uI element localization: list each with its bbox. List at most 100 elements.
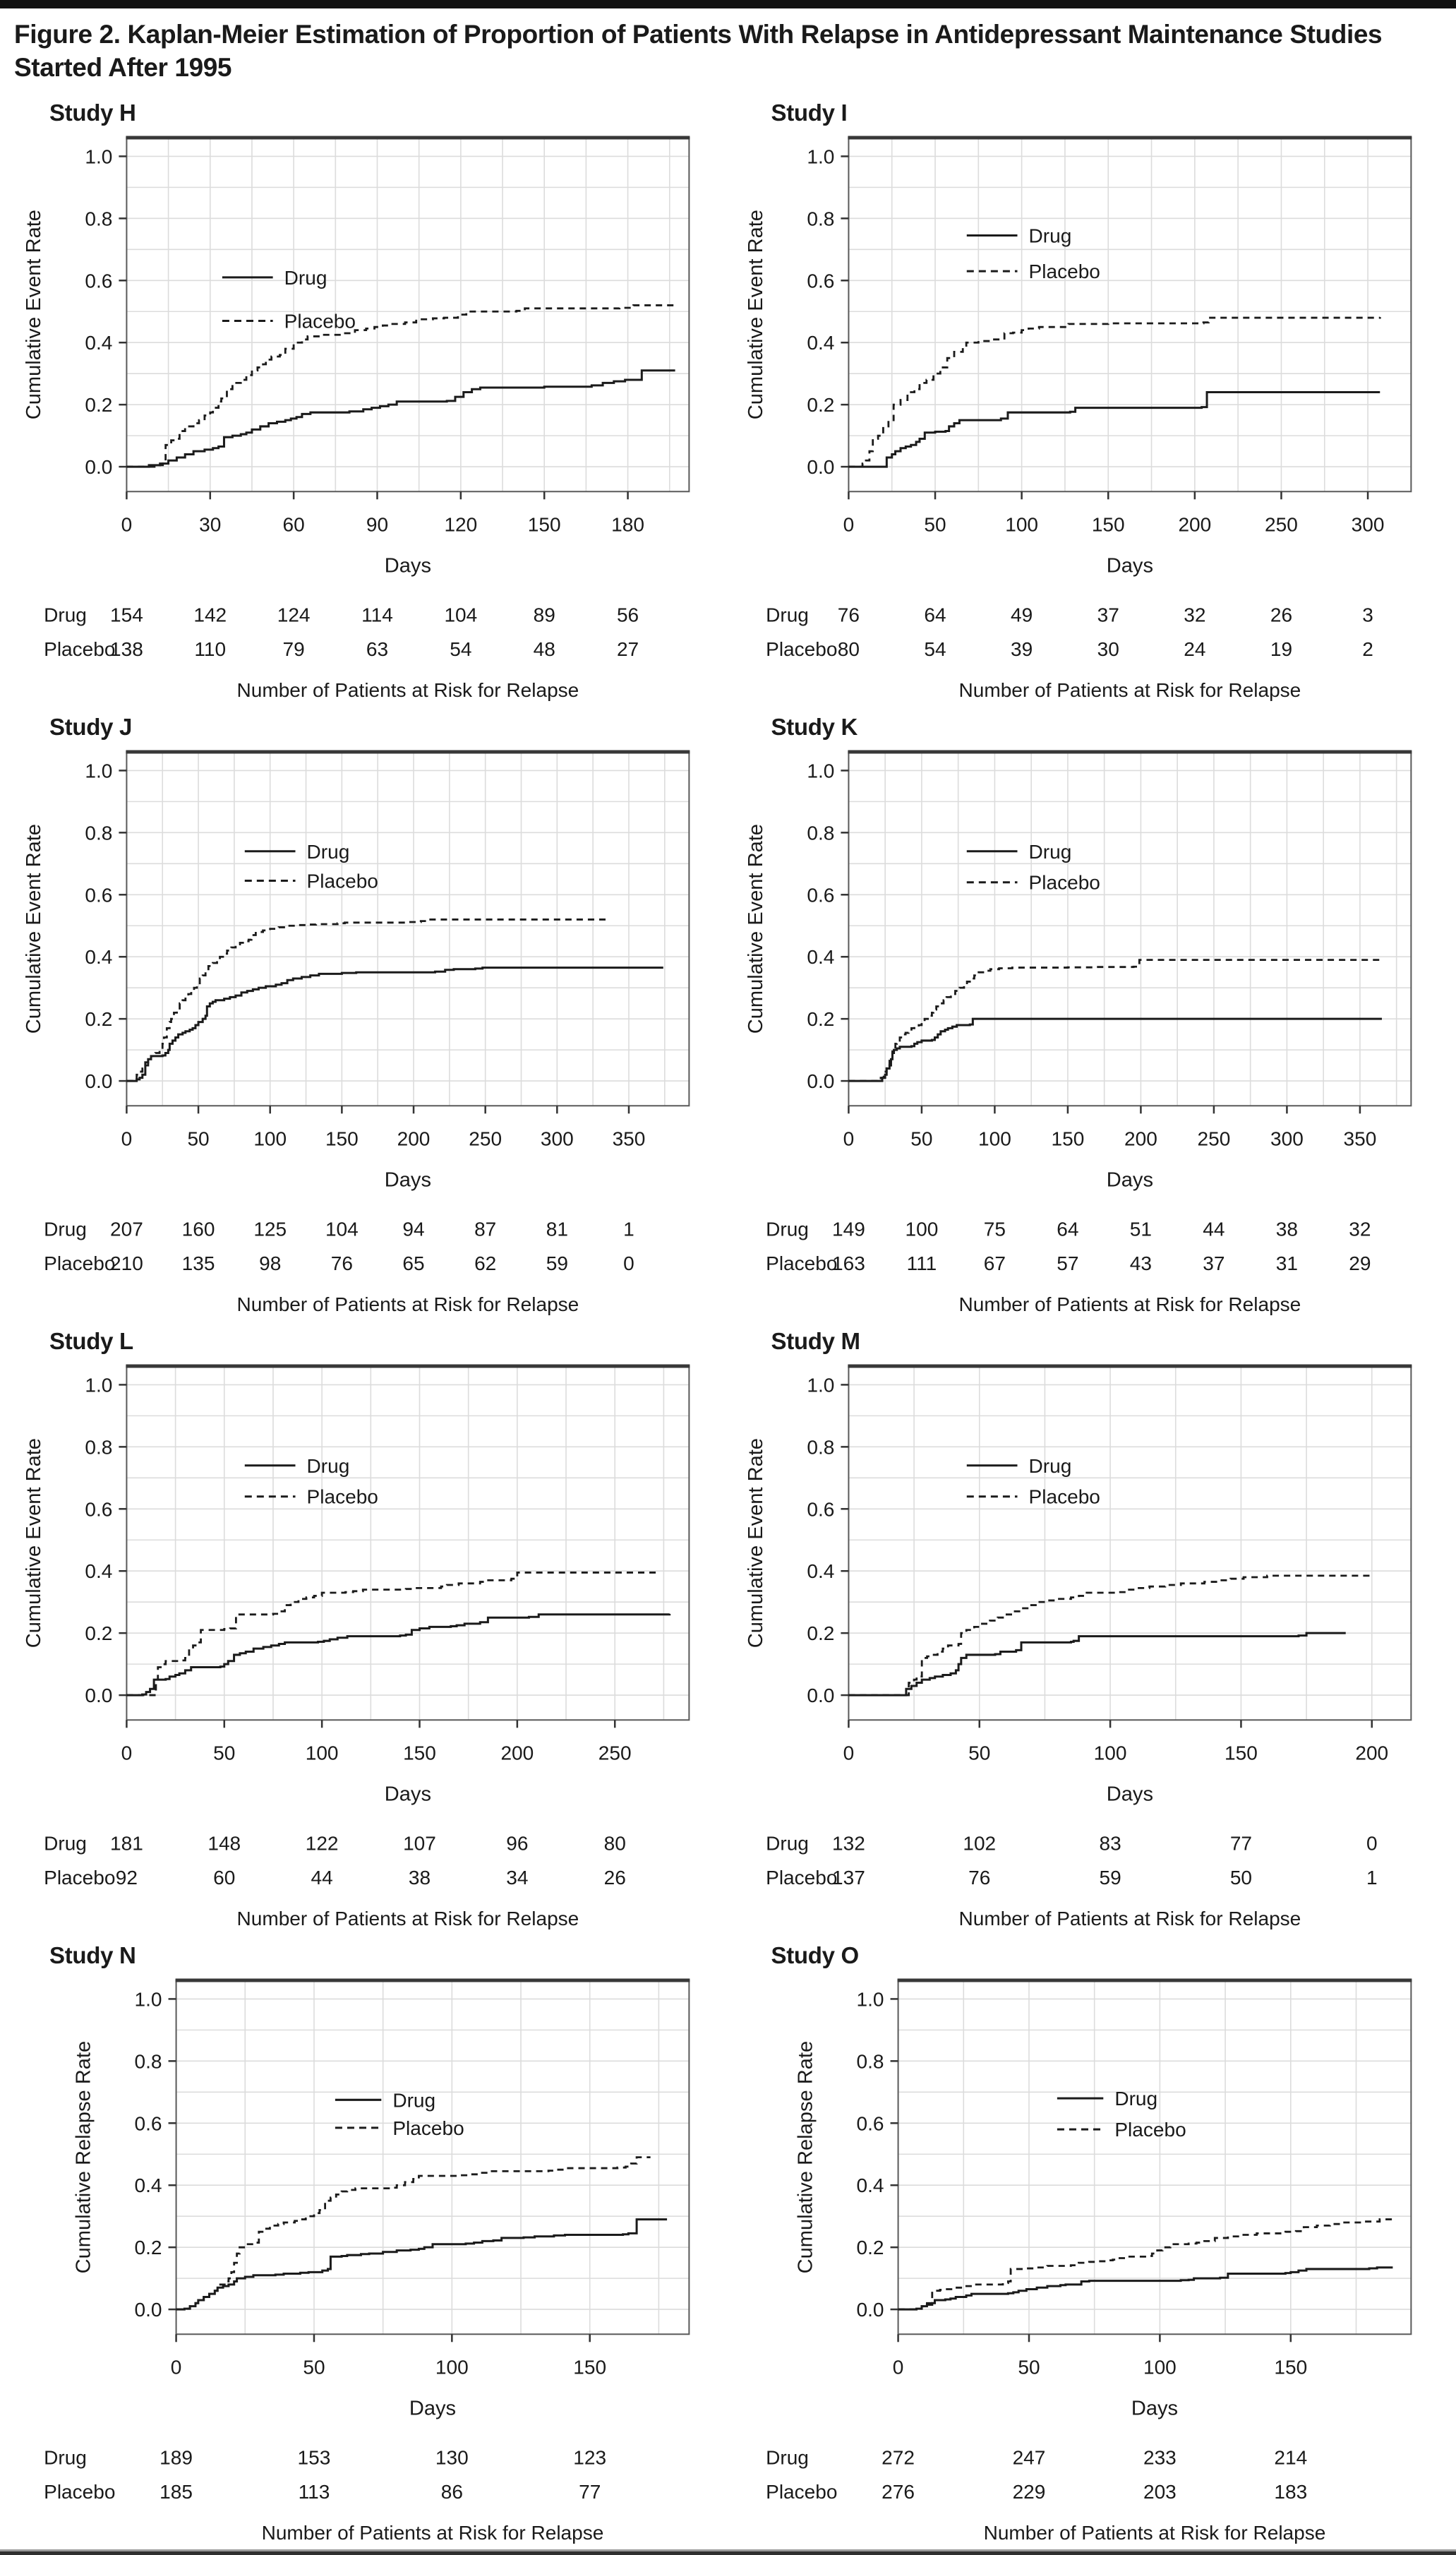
y-tick-label: 0.0 <box>135 2299 162 2321</box>
x-tick-label: 300 <box>541 1128 574 1150</box>
y-tick-label: 0.4 <box>85 946 112 968</box>
at-risk-value: 203 <box>1143 2481 1176 2503</box>
at-risk-value: 104 <box>444 604 477 626</box>
drug-curve <box>848 1017 1382 1082</box>
x-tick-label: 50 <box>924 514 946 536</box>
x-tick-label: 0 <box>121 1128 133 1150</box>
y-tick-label: 0.2 <box>85 1008 112 1030</box>
km-chart-study-l: 0 50 100 150 200 250 0.0 0.2 0.4 0.6 0.8 1.0 Days Cum… <box>23 1364 690 1929</box>
at-risk-value: 183 <box>1274 2481 1307 2503</box>
at-risk-value: 59 <box>1099 1867 1121 1889</box>
x-tick-label: 150 <box>325 1128 359 1150</box>
y-tick-label: 0.4 <box>807 946 834 968</box>
at-risk-value: 50 <box>1229 1867 1251 1889</box>
at-risk-value: 57 <box>1057 1252 1078 1274</box>
y-axis-label: Cumulative Relapse Rate <box>794 2041 817 2274</box>
at-risk-row-label: Drug <box>44 604 87 626</box>
at-risk-value: 113 <box>299 2481 330 2503</box>
at-risk-row-label: Placebo <box>44 1252 115 1274</box>
x-tick-label: 0 <box>843 1742 854 1764</box>
at-risk-value: 27 <box>617 638 639 660</box>
x-axis-label: Days <box>1106 1783 1153 1806</box>
y-tick-label: 0.4 <box>85 1560 112 1582</box>
study-title: Study I <box>771 100 848 126</box>
x-tick-label: 30 <box>199 514 221 536</box>
x-tick-label: 250 <box>1265 514 1298 536</box>
at-risk-value: 185 <box>160 2481 193 2503</box>
at-risk-value: 1 <box>1366 1867 1377 1889</box>
km-chart-study-m: 0 50 100 150 2000.00.20.40.60.81.0DaysCumula… <box>745 1364 1412 1929</box>
at-risk-value: 110 <box>194 638 226 660</box>
placebo-curve <box>898 2218 1392 2311</box>
at-risk-value: 48 <box>534 638 555 660</box>
km-chart-study-i: 0 50 100 150 200 250 300 0.0 0.2 0.4 0.6 0.8 1.0 Days… <box>745 136 1412 701</box>
at-risk-value: 92 <box>116 1867 138 1889</box>
at-risk-value: 24 <box>1184 638 1205 660</box>
at-risk-value: 100 <box>905 1219 938 1240</box>
x-axis-label: Days <box>385 555 431 578</box>
at-risk-caption: Number of Patients at Risk for Relapse <box>958 679 1301 701</box>
x-tick-label: 300 <box>1351 514 1384 536</box>
legend-drug-label: Drug <box>307 1455 350 1477</box>
placebo-curve <box>126 304 675 468</box>
placebo-curve <box>126 919 609 1082</box>
x-tick-label: 150 <box>1274 2357 1307 2379</box>
at-risk-value: 44 <box>1203 1219 1225 1240</box>
x-tick-label: 90 <box>366 514 388 536</box>
x-tick-label: 100 <box>306 1742 339 1764</box>
plot-frame <box>126 137 690 493</box>
x-tick-label: 100 <box>1143 2357 1176 2379</box>
y-tick-label: 0.0 <box>856 2299 884 2321</box>
at-risk-caption: Number of Patients at Risk for Relapse <box>236 1293 579 1315</box>
y-tick-label: 0.0 <box>85 456 112 478</box>
at-risk-value: 76 <box>968 1867 990 1889</box>
at-risk-value: 77 <box>579 2481 601 2503</box>
at-risk-row-label: Drug <box>766 1219 809 1240</box>
at-risk-value: 210 <box>110 1252 143 1274</box>
legend-placebo-label: Placebo <box>1114 2119 1186 2141</box>
at-risk-value: 34 <box>506 1867 528 1889</box>
at-risk-value: 130 <box>435 2447 469 2469</box>
at-risk-value: 233 <box>1143 2447 1176 2469</box>
x-tick-label: 0 <box>843 514 854 536</box>
at-risk-value: 37 <box>1203 1252 1225 1274</box>
at-risk-value: 181 <box>110 1833 143 1855</box>
placebo-curve <box>848 316 1381 468</box>
x-tick-label: 350 <box>1343 1128 1376 1150</box>
y-axis-label: Cumulative Event Rate <box>745 210 767 419</box>
at-risk-row-label: Drug <box>44 2447 87 2469</box>
legend-drug-label: Drug <box>1028 225 1071 247</box>
legend-placebo-label: Placebo <box>284 311 356 333</box>
y-tick-label: 0.8 <box>807 822 834 844</box>
legend-placebo-label: Placebo <box>1028 261 1100 282</box>
at-risk-value: 32 <box>1349 1219 1371 1240</box>
x-tick-label: 150 <box>403 1742 436 1764</box>
at-risk-row-label: Placebo <box>766 1867 837 1889</box>
y-tick-label: 0.2 <box>85 394 112 416</box>
plot-frame <box>847 1365 1412 1721</box>
x-tick-label: 200 <box>1124 1128 1157 1150</box>
legend-placebo-label: Placebo <box>1028 872 1100 894</box>
at-risk-row-label: Drug <box>44 1833 87 1855</box>
study-title: Study J <box>49 714 133 741</box>
x-tick-label: 250 <box>598 1742 632 1764</box>
at-risk-value: 79 <box>283 638 305 660</box>
at-risk-value: 0 <box>1366 1833 1377 1855</box>
y-axis-label: Cumulative Event Rate <box>23 210 45 419</box>
y-tick-label: 0.6 <box>135 2113 162 2135</box>
drug-curve <box>848 391 1380 468</box>
y-tick-label: 1.0 <box>807 1375 834 1396</box>
at-risk-row-label: Placebo <box>44 638 115 660</box>
at-risk-value: 31 <box>1275 1252 1297 1274</box>
at-risk-caption: Number of Patients at Risk for Relapse <box>236 679 579 701</box>
y-tick-label: 1.0 <box>856 1989 884 2011</box>
at-risk-value: 247 <box>1012 2447 1045 2469</box>
legend-placebo-label: Placebo <box>307 1486 378 1508</box>
drug-curve <box>898 2266 1392 2311</box>
x-tick-label: 120 <box>444 514 477 536</box>
at-risk-value: 64 <box>1057 1219 1078 1240</box>
at-risk-value: 89 <box>534 604 555 626</box>
at-risk-value: 96 <box>506 1833 528 1855</box>
panel-study-i: Study I 0 50 100 150 200 250 300 0.0 0.2 0.4 0.6 0.… <box>732 88 1447 702</box>
y-tick-label: 0.6 <box>807 885 834 906</box>
